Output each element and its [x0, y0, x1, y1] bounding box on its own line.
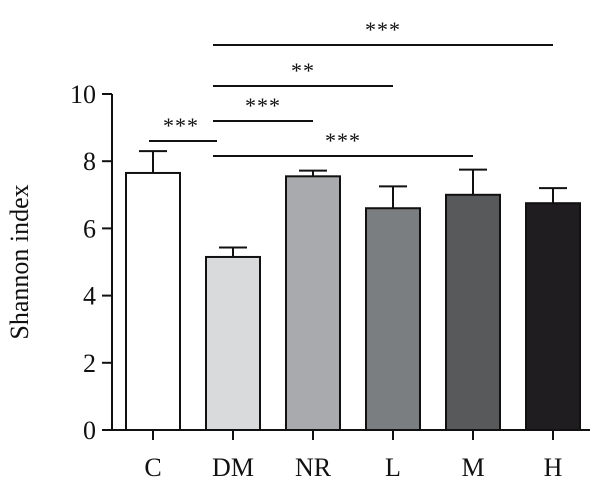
- significance-label: ***: [163, 113, 199, 138]
- significance-label: ***: [365, 17, 401, 42]
- significance-label: ***: [245, 93, 281, 118]
- x-tick-label: L: [385, 453, 401, 482]
- x-tick-label: NR: [295, 453, 332, 482]
- x-tick-label: M: [461, 453, 484, 482]
- y-tick-label: 0: [83, 416, 96, 445]
- bar-h: [525, 202, 581, 431]
- x-tick-label: DM: [212, 453, 254, 482]
- significance-label: ***: [325, 128, 361, 153]
- x-tick-label: H: [544, 453, 563, 482]
- significance-annotations: **************: [149, 17, 553, 157]
- x-tick-label: C: [144, 453, 161, 482]
- bar-c: [125, 171, 181, 432]
- y-tick-label: 6: [83, 214, 96, 243]
- y-axis-label: Shannon index: [5, 184, 34, 339]
- y-tick-label: 10: [70, 80, 96, 109]
- axes: 0 2 4 6 8 10 C DM NR L M H: [70, 80, 590, 482]
- y-tick-label: 2: [83, 349, 96, 378]
- bars: [125, 171, 581, 432]
- bar-m: [445, 193, 501, 431]
- error-bars: [139, 150, 567, 257]
- significance-label: **: [291, 58, 315, 83]
- bar-dm: [205, 255, 261, 431]
- y-tick-label: 4: [83, 282, 96, 311]
- bar-l: [365, 207, 421, 431]
- y-tick-label: 8: [83, 147, 96, 176]
- bar-nr: [285, 175, 341, 431]
